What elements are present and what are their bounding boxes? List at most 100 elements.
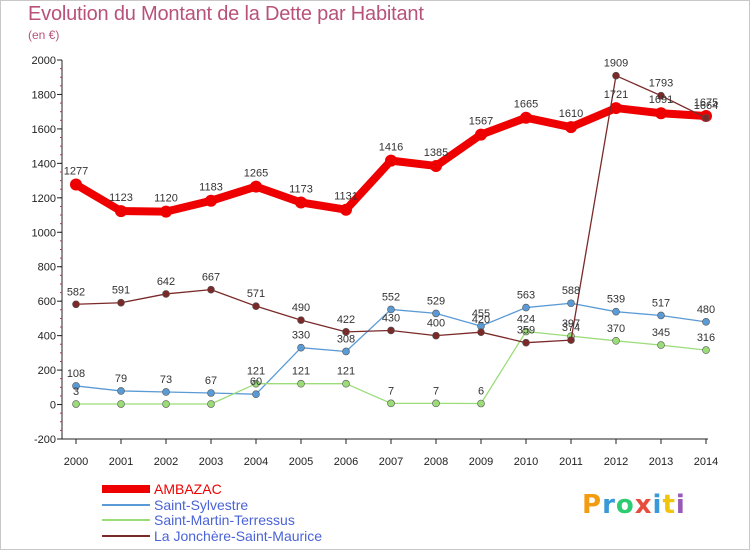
data-point <box>477 328 485 336</box>
data-label: 667 <box>202 272 220 284</box>
data-label: 1131 <box>334 191 358 203</box>
legend-label: Saint-Martin-Terressus <box>154 512 295 528</box>
data-point <box>72 400 80 408</box>
logo-letter: t <box>662 490 676 520</box>
data-label: 455 <box>472 308 490 320</box>
data-label: 1173 <box>289 183 313 195</box>
data-label: 480 <box>697 304 715 316</box>
data-label: 121 <box>292 366 310 378</box>
y-tick-label: 600 <box>38 296 56 308</box>
y-tick-label: 1200 <box>32 193 56 205</box>
data-point <box>207 389 215 397</box>
data-label: 308 <box>337 333 355 345</box>
y-tick-label: 1600 <box>32 124 56 136</box>
x-tick-label: 2003 <box>199 456 223 468</box>
data-label: 7 <box>388 385 394 397</box>
legend-label: La Jonchère-Saint-Maurice <box>154 528 322 544</box>
data-label: 73 <box>160 374 172 386</box>
data-point <box>657 91 665 100</box>
data-label: 490 <box>292 302 310 314</box>
data-label: 359 <box>517 325 535 337</box>
data-point <box>612 307 620 316</box>
data-label: 424 <box>517 314 535 326</box>
data-label: 3 <box>73 386 79 398</box>
data-point <box>522 338 530 347</box>
data-point <box>297 316 305 324</box>
data-point <box>250 180 262 193</box>
data-label: 642 <box>157 276 175 288</box>
data-point <box>430 159 442 172</box>
data-label: 430 <box>382 312 400 324</box>
data-point <box>657 311 665 320</box>
data-label: 422 <box>337 314 355 326</box>
data-label: 1123 <box>109 192 133 204</box>
series-ambazac <box>70 102 712 218</box>
data-label: 7 <box>433 385 439 397</box>
data-label: 330 <box>292 330 310 342</box>
x-tick-label: 2006 <box>334 456 358 468</box>
data-point <box>162 388 170 396</box>
x-tick-label: 2008 <box>424 456 448 468</box>
legend-label: AMBAZAC <box>154 481 222 497</box>
data-point <box>72 300 80 309</box>
data-point <box>70 178 82 191</box>
data-label: 1567 <box>469 116 493 128</box>
data-point <box>252 379 260 388</box>
data-label: 552 <box>382 291 400 303</box>
data-label: 121 <box>337 366 355 378</box>
data-point <box>342 328 350 336</box>
x-tick-label: 2001 <box>109 456 133 468</box>
data-label: 108 <box>67 368 85 380</box>
proxiti-logo: Proxiti <box>582 490 686 520</box>
data-label: 539 <box>607 294 625 306</box>
data-point <box>522 303 530 312</box>
data-point <box>72 382 80 390</box>
data-label: 1120 <box>154 193 178 205</box>
x-tick-label: 2011 <box>559 456 583 468</box>
y-tick-label: 1400 <box>32 158 56 170</box>
data-label: 591 <box>112 285 130 297</box>
data-point <box>207 400 215 408</box>
data-point <box>162 400 170 408</box>
axes: -200 0 200 400 600 800 1000 1200 1400 1600 1800 200… <box>32 55 719 468</box>
data-label: 400 <box>427 318 445 330</box>
data-point <box>612 71 620 80</box>
data-label: 582 <box>67 286 85 298</box>
data-point <box>432 331 440 340</box>
data-point <box>655 107 667 120</box>
data-point <box>342 347 350 356</box>
chart-subtitle: (en €) <box>28 28 60 42</box>
data-point <box>297 379 305 388</box>
series-saint-martin-terressus <box>72 327 710 408</box>
data-point <box>160 205 172 218</box>
series-saint-sylvestre <box>72 299 710 399</box>
data-label: 316 <box>697 332 715 344</box>
y-tick-label: 1000 <box>32 227 56 239</box>
data-point <box>252 302 260 310</box>
data-point <box>565 121 577 134</box>
series-layer <box>70 71 712 408</box>
data-label: 345 <box>652 327 670 339</box>
y-tick-label: -200 <box>34 434 56 446</box>
x-tick-label: 2013 <box>649 456 673 468</box>
data-label: 79 <box>115 373 127 385</box>
legend-item-saint-martin-terressus: Saint-Martin-Terressus <box>102 512 295 528</box>
data-point <box>342 379 350 388</box>
data-point <box>612 337 620 345</box>
data-point <box>522 327 530 336</box>
logo-letter: o <box>615 490 635 520</box>
y-tick-label: 2000 <box>32 55 56 67</box>
logo-letter: i <box>652 490 663 520</box>
x-tick-label: 2002 <box>154 456 178 468</box>
data-label: 1675 <box>694 97 718 109</box>
data-point <box>702 318 710 326</box>
data-label: 1610 <box>559 108 583 120</box>
y-tick-label: 200 <box>38 365 56 377</box>
legend: AMBAZACSaint-SylvestreSaint-Martin-Terre… <box>102 481 322 544</box>
data-point <box>207 285 215 294</box>
data-point <box>205 194 217 207</box>
logo-letter: x <box>634 490 653 520</box>
data-label: 571 <box>247 288 265 300</box>
x-tick-label: 2012 <box>604 456 628 468</box>
